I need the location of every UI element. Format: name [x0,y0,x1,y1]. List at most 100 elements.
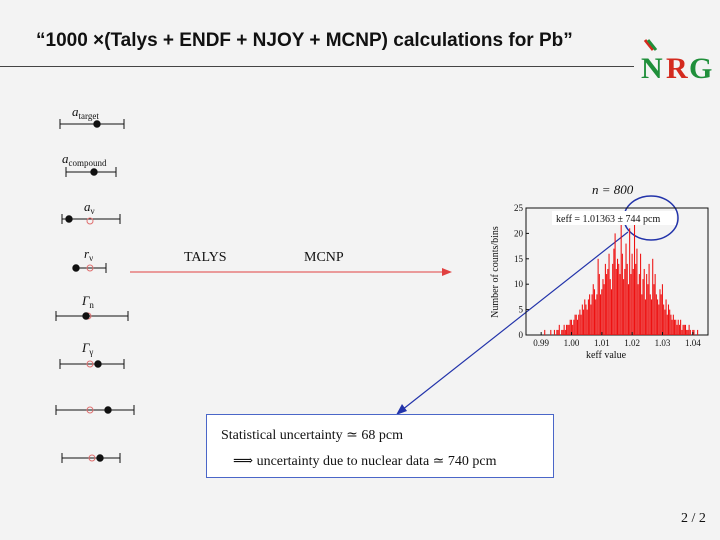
histogram-bar [675,319,677,335]
histogram-bar [630,274,632,335]
histogram-bar [642,279,644,335]
x-tick-label: 1.04 [685,338,701,348]
histogram-bar [697,329,699,335]
histogram-bar [556,329,558,335]
histogram-bar [572,324,574,335]
histogram-bar [659,289,661,335]
histogram-bar [643,268,645,335]
keff-histogram: 0.99 1.00 1.01 1.02 1.03 1.04 0 5 10 15 20 25 keff… [490,203,709,361]
histogram-bar [637,284,639,335]
histogram-bar [580,314,582,335]
histogram-bar [623,279,625,335]
histogram-bar [670,314,672,335]
histogram-bar [558,324,560,335]
histogram-bar [658,304,660,335]
histogram-bar [598,274,600,335]
errorbar-gamma-gamma [59,359,125,369]
nuclear-data-uncertainty-text: ⟹ uncertainty due to nuclear data ≃ 740 … [233,454,497,469]
histogram-bar [650,299,653,335]
histogram-bar [635,263,637,335]
histogram-bar [569,319,571,335]
histogram-bar [596,294,598,335]
histogram-bar [553,329,555,335]
histogram-bar [649,294,651,335]
x-tick-label: 1.00 [564,338,580,348]
histogram-bar [608,253,610,335]
histogram-bar [601,289,603,335]
chart-title: n = 800 [592,182,634,197]
histogram-bar [676,324,678,335]
histogram-bar [581,304,583,335]
histogram-bar [680,319,682,335]
keff-annotation: keff = 1.01363 ± 744 pcm [556,214,660,225]
histogram-bar [648,263,650,335]
histogram-bar [663,304,665,335]
histogram-bar [619,274,621,335]
histogram-bar [689,329,691,335]
histogram-bar [664,309,666,335]
histogram-bar [627,284,629,335]
flow-arrow [130,268,452,276]
histogram-bar [593,289,596,335]
histogram-bar [678,324,680,335]
histogram-bar [613,248,615,335]
title-divider [0,66,634,67]
x-tick-label: 1.01 [594,338,610,348]
errorbar-r-nu [72,263,107,273]
histogram-bar [586,309,588,335]
histogram-bar [677,319,679,335]
mcnp-label: MCNP [304,250,344,265]
param-label-a-target: atarget [72,104,99,121]
histogram-bar [654,274,656,335]
histogram-bar [591,294,593,335]
histogram-bar [575,314,577,335]
errorbar-a-nu [61,214,121,225]
histogram-bar [603,284,605,335]
y-axis-label: Number of counts/bins [490,226,501,318]
histogram-bar [568,324,570,335]
histogram-bar [646,274,648,335]
histogram-bars [544,218,699,335]
histogram-bar [629,228,631,335]
statistical-uncertainty-text: Statistical uncertainty ≃ 68 pcm [221,428,404,443]
histogram-bar [576,319,579,335]
histogram-bar [606,274,608,335]
histogram-bar [570,319,572,335]
y-tick-label: 20 [514,228,524,238]
histogram-bar [624,268,626,335]
y-tick-label: 0 [519,330,524,340]
histogram-bar [578,314,580,335]
histogram-bar [604,263,606,335]
y-tick-label: 15 [514,254,524,264]
param-label-gamma-n: Γn [82,293,94,310]
histogram-bar [652,258,654,335]
histogram-bar [590,304,592,335]
histogram-bar [647,284,649,335]
histogram-bar [573,319,575,335]
param-label-r-nu: rν [84,246,94,263]
histogram-bar [688,324,690,335]
x-tick-label: 1.02 [624,338,640,348]
histogram-bar [562,329,564,335]
errorbar-a-target [59,119,125,129]
histogram-bar [638,274,640,335]
histogram-bar [592,284,594,335]
histogram-bar [636,248,638,335]
histogram-bar [618,263,620,335]
histogram-bar [660,294,662,335]
histogram-bar [669,309,671,335]
histogram-bar [567,324,569,335]
histogram-bar [632,268,634,335]
histogram-bar [674,319,676,335]
histogram-bar [655,294,657,335]
histogram-bar [625,243,627,335]
page-number: 2 / 2 [681,511,706,526]
y-tick-labels: 0 5 10 15 20 25 [514,203,529,340]
histogram-bar [687,329,689,335]
histogram-bar [610,289,612,335]
histogram-bar [671,319,673,335]
histogram-bar [617,258,619,335]
histogram-bar [644,299,646,335]
errorbar-gamma-n [55,311,129,321]
histogram-bar [561,329,563,335]
